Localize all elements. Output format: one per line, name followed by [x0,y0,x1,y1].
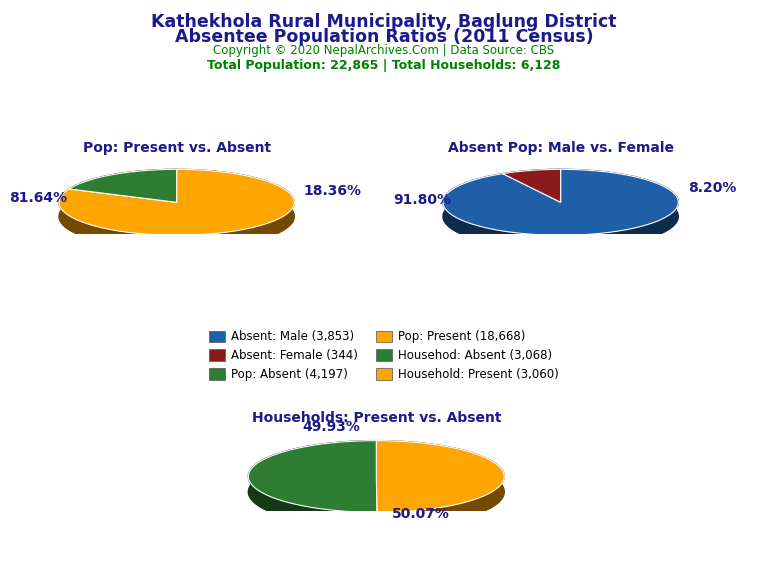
Polygon shape [59,169,294,235]
Polygon shape [248,441,377,528]
Text: 91.80%: 91.80% [393,193,452,207]
Title: Households: Present vs. Absent: Households: Present vs. Absent [252,411,501,425]
Polygon shape [69,189,177,217]
Polygon shape [69,169,177,203]
Polygon shape [376,441,505,528]
Text: 50.07%: 50.07% [392,507,450,521]
Polygon shape [502,173,561,217]
Polygon shape [248,441,377,512]
Text: 81.64%: 81.64% [9,191,68,204]
Text: 49.93%: 49.93% [303,420,360,434]
Title: Pop: Present vs. Absent: Pop: Present vs. Absent [83,141,270,155]
Polygon shape [502,173,561,217]
Polygon shape [376,441,505,512]
Text: Kathekhola Rural Municipality, Baglung District: Kathekhola Rural Municipality, Baglung D… [151,13,617,31]
Text: 18.36%: 18.36% [304,184,362,198]
Text: Total Population: 22,865 | Total Households: 6,128: Total Population: 22,865 | Total Househo… [207,59,561,72]
Text: Absentee Population Ratios (2011 Census): Absentee Population Ratios (2011 Census) [174,28,594,46]
Polygon shape [59,169,294,249]
Polygon shape [502,169,561,202]
Text: Copyright © 2020 NepalArchives.Com | Data Source: CBS: Copyright © 2020 NepalArchives.Com | Dat… [214,44,554,57]
Polygon shape [443,169,678,235]
Polygon shape [69,169,177,202]
Polygon shape [502,169,561,188]
Polygon shape [443,169,678,249]
Legend: Absent: Male (3,853), Absent: Female (344), Pop: Absent (4,197), Pop: Present (1: Absent: Male (3,853), Absent: Female (34… [209,330,559,381]
Title: Absent Pop: Male vs. Female: Absent Pop: Male vs. Female [448,141,674,155]
Text: 8.20%: 8.20% [688,181,737,195]
Polygon shape [69,189,177,217]
